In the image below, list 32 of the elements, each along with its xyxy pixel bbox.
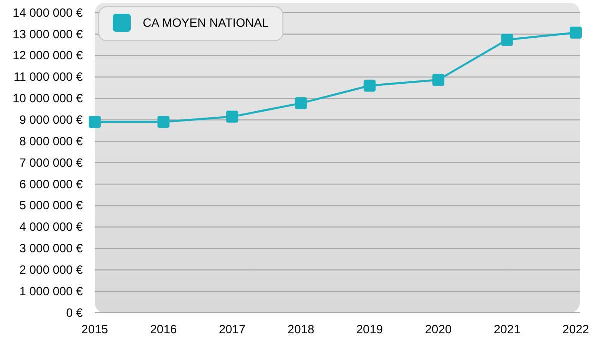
y-tick-label: 10 000 000 € xyxy=(12,92,84,106)
point xyxy=(570,26,582,39)
point xyxy=(295,97,308,110)
x-tick-label: 2021 xyxy=(494,322,521,337)
y-tick-label: 13 000 000 € xyxy=(12,27,84,42)
x-tick-label: 2018 xyxy=(288,322,315,337)
x-tick-label: 2022 xyxy=(562,322,590,337)
x-tick-label: 2020 xyxy=(425,322,452,337)
point xyxy=(158,116,170,128)
point xyxy=(432,74,445,86)
point xyxy=(501,34,514,46)
x-tick-label: 2017 xyxy=(219,322,246,337)
x-tick-label: 2019 xyxy=(356,322,384,337)
y-tick-label: 4 000 000 € xyxy=(20,220,84,234)
x-tick-label: 2016 xyxy=(150,322,178,337)
y-tick-label: 8 000 000 € xyxy=(20,134,84,148)
y-tick-label: 11 000 000 € xyxy=(14,70,84,84)
point xyxy=(364,80,376,92)
y-tick-label: 1 000 000 € xyxy=(20,284,84,298)
y-tick-label: 2 000 000 € xyxy=(20,262,84,277)
point xyxy=(226,110,238,123)
x-tick-label: 2015 xyxy=(82,322,109,337)
legend-label: CA MOYEN NATIONAL xyxy=(143,16,270,30)
y-tick-label: 9 000 000 € xyxy=(20,112,84,127)
y-tick-label: 14 000 000 € xyxy=(12,6,84,20)
y-tick-label: 12 000 000 € xyxy=(12,48,84,63)
point xyxy=(89,116,101,128)
y-tick-label: 6 000 000 € xyxy=(20,177,84,192)
y-tick-label: 3 000 000 € xyxy=(20,242,84,256)
y-tick-label: 0 € xyxy=(66,306,84,320)
y-tick-label: 5 000 000 € xyxy=(20,198,84,213)
y-tick-label: 7 000 000 € xyxy=(20,156,84,170)
